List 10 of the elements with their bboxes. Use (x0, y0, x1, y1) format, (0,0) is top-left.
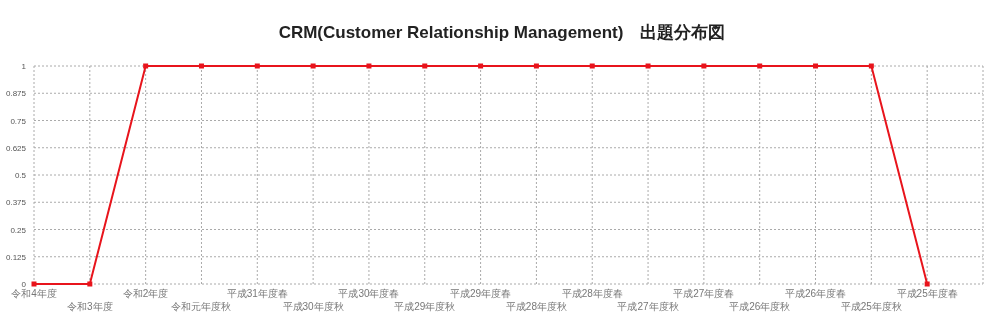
y-tick-label: 0.75 (10, 116, 27, 126)
y-tick-label: 0.5 (14, 171, 27, 180)
y-tick-label: 1 (21, 62, 27, 71)
y-tick-label: 0.125 (5, 252, 27, 262)
y-tick-label: 0 (21, 280, 27, 289)
y-tick-label: 0.625 (5, 143, 27, 153)
y-tick-label: 0.375 (5, 198, 27, 208)
y-tick-label: 0.25 (10, 225, 27, 235)
y-tick-label: 0.875 (5, 89, 27, 99)
chart-title: CRM(Customer Relationship Management) 出題分布図 (278, 23, 726, 42)
